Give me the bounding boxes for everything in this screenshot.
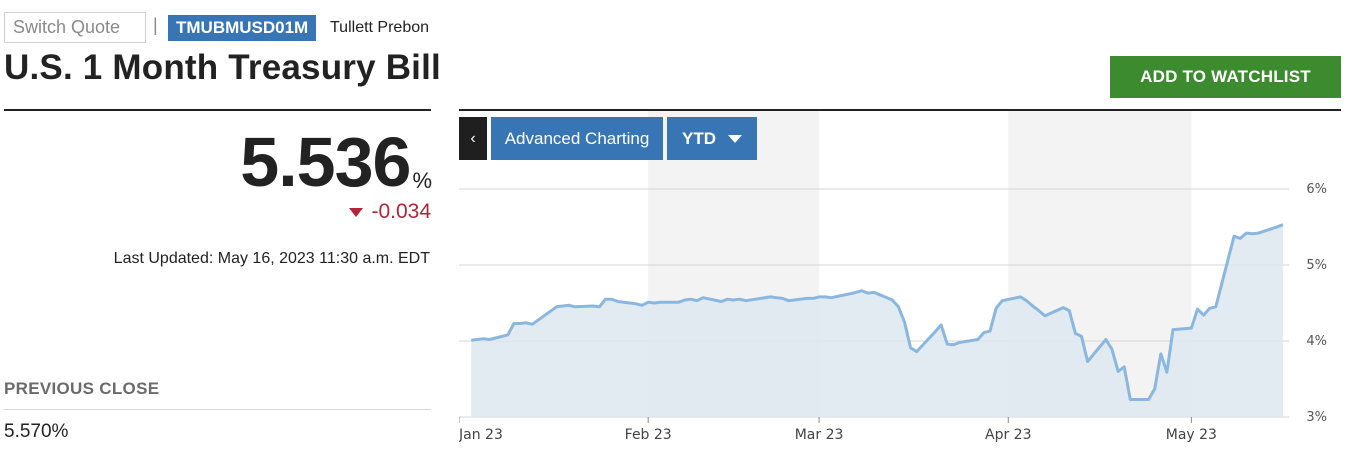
- ticker-badge: TMUBMUSD01M: [168, 15, 317, 41]
- range-label: YTD: [682, 128, 716, 148]
- header-separator: |: [153, 15, 158, 35]
- change-value: -0.034: [371, 200, 431, 223]
- y-tick-label: 5%: [1306, 258, 1327, 273]
- previous-close-divider: [4, 409, 431, 410]
- y-tick-label: 3%: [1306, 410, 1327, 425]
- current-price: 5.536: [240, 123, 411, 201]
- x-tick-label: Jan 23: [459, 427, 503, 443]
- series-line: [471, 223, 1284, 401]
- add-to-watchlist-button[interactable]: ADD TO WATCHLIST: [1110, 56, 1341, 98]
- previous-close-value: 5.570%: [4, 421, 69, 442]
- x-tick-label: May 23: [1166, 427, 1217, 443]
- chevron-down-icon: [728, 134, 742, 143]
- x-tick-label: Apr 23: [985, 427, 1031, 443]
- x-tick-label: Mar 23: [795, 427, 844, 443]
- y-tick-label: 6%: [1306, 182, 1327, 197]
- price-change: -0.034: [349, 200, 431, 224]
- x-tick-label: Feb 23: [625, 427, 672, 443]
- previous-close-label: PREVIOUS CLOSE: [4, 379, 160, 398]
- page-title: U.S. 1 Month Treasury Bill: [4, 48, 441, 87]
- quote-divider: [4, 109, 431, 111]
- last-updated: Last Updated: May 16, 2023 11:30 a.m. ED…: [113, 250, 430, 267]
- price-unit: %: [412, 168, 432, 193]
- exchange-label: Tullett Prebon: [330, 19, 430, 36]
- advanced-charting-button[interactable]: Advanced Charting: [491, 117, 663, 160]
- y-tick-label: 4%: [1306, 334, 1327, 349]
- collapse-chart-button[interactable]: ‹: [459, 117, 487, 160]
- price-block: 5.536 %: [240, 122, 432, 202]
- chevron-left-icon: ‹: [470, 129, 476, 147]
- caret-down-icon: [349, 207, 364, 217]
- chart-divider: [459, 109, 1341, 111]
- range-select[interactable]: YTD: [667, 117, 757, 160]
- switch-quote-input[interactable]: [4, 12, 146, 43]
- series-area: [471, 224, 1283, 417]
- yield-chart[interactable]: 3% 4% 5% 6% Jan 23 Feb 23 Mar 23 Apr 23 May 23: [459, 111, 1341, 451]
